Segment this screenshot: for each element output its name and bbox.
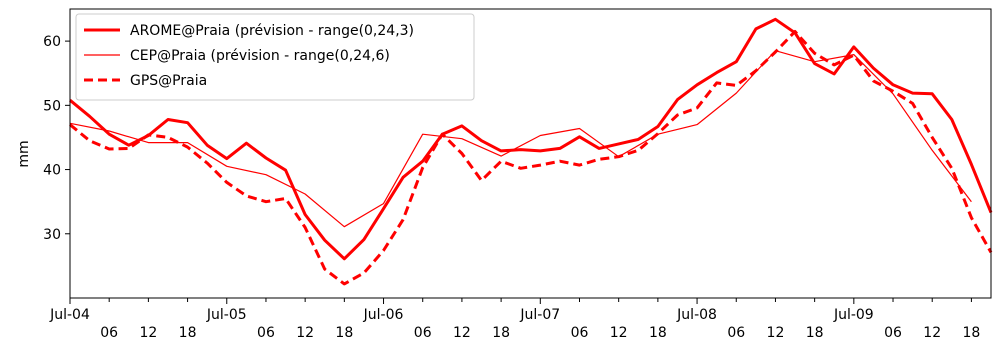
legend-box [75, 13, 475, 101]
x-axis: Jul-04 06 12 18 Jul-05 06 12 18 Jul-06 06 12 18 Jul-… [49, 298, 980, 341]
y-axis: 30 40 50 60 [43, 34, 70, 243]
legend-label-arome: AROME@Praia (prévision - range(0,24,3) [130, 23, 414, 39]
x-tick-label: Jul-09 [833, 307, 874, 323]
x-tick-label: 12 [453, 325, 471, 341]
y-tick-label: 40 [43, 163, 61, 179]
x-tick-label: 18 [335, 325, 353, 341]
x-tick-label: Jul-07 [519, 307, 560, 323]
x-tick-label: Jul-04 [49, 307, 90, 323]
x-tick-label: 06 [571, 325, 589, 341]
series-line-1 [69, 50, 972, 228]
x-tick-label: Jul-06 [363, 307, 404, 323]
x-tick-label: 06 [100, 325, 118, 341]
x-tick-label: 18 [179, 325, 197, 341]
x-tick-label: 12 [139, 325, 157, 341]
legend-label-cep: CEP@Praia (prévision - range(0,24,6) [130, 48, 390, 64]
y-axis-label: mm [16, 140, 32, 167]
x-tick-label: Jul-05 [206, 307, 247, 323]
x-tick-label: Jul-08 [676, 307, 717, 323]
x-tick-label: 06 [727, 325, 745, 341]
legend-entry-gps: GPS@Praia [84, 73, 207, 89]
x-tick-label: 12 [767, 325, 785, 341]
x-tick-label: 18 [962, 325, 980, 341]
x-tick-label: 18 [649, 325, 667, 341]
x-tick-label: 18 [492, 325, 510, 341]
y-tick-label: 60 [43, 34, 61, 50]
y-tick-label: 50 [43, 98, 61, 114]
x-tick-label: 18 [806, 325, 824, 341]
legend-entry-arome: AROME@Praia (prévision - range(0,24,3) [84, 23, 414, 39]
series-line-0 [69, 17, 993, 261]
series-line-2 [69, 30, 993, 286]
x-tick-label: 06 [414, 325, 432, 341]
legend-entry-cep: CEP@Praia (prévision - range(0,24,6) [84, 48, 390, 64]
x-tick-label: 06 [884, 325, 902, 341]
series-layer [69, 17, 993, 286]
legend-label-gps: GPS@Praia [130, 73, 207, 89]
x-tick-label: 12 [923, 325, 941, 341]
x-tick-label: 06 [257, 325, 275, 341]
legend: AROME@Praia (prévision - range(0,24,3) C… [75, 13, 475, 101]
plot-frame [69, 8, 992, 299]
x-tick-label: 12 [610, 325, 628, 341]
y-tick-label: 30 [43, 227, 61, 243]
x-tick-label: 12 [296, 325, 314, 341]
